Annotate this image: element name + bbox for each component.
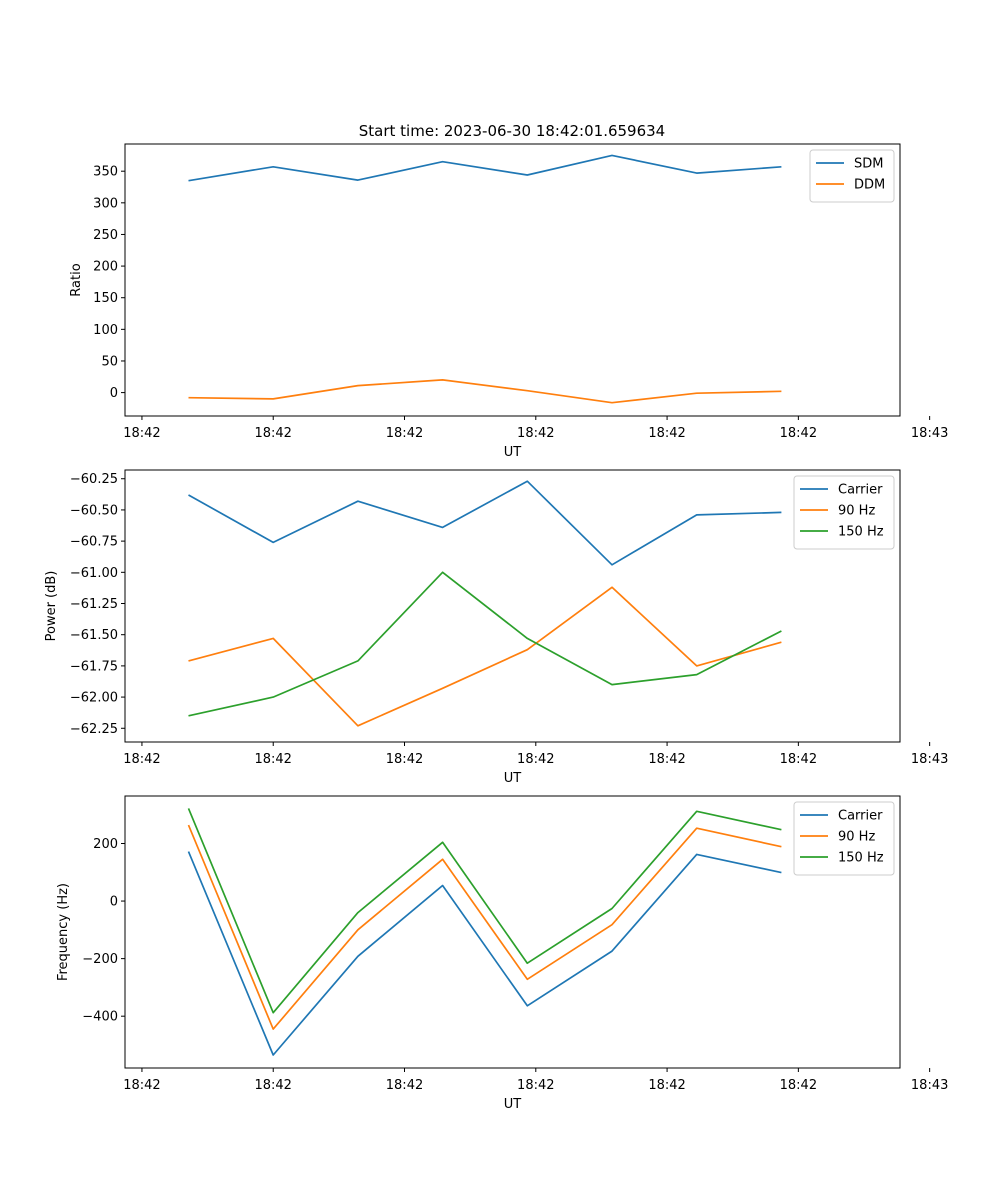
y-tick-label: −60.50: [70, 503, 118, 518]
x-tick-label: 18:42: [123, 1078, 160, 1093]
plot-frame: [124, 469, 901, 743]
y-axis-label: Frequency (Hz): [56, 883, 71, 981]
x-tick-label: 18:42: [386, 1078, 423, 1093]
y-tick-label: 350: [93, 165, 118, 180]
legend-label: 150 Hz: [838, 851, 884, 866]
legend-label: SDM: [854, 157, 883, 172]
x-tick-label: 18:42: [780, 1078, 817, 1093]
series-line-150-hz: [188, 571, 782, 717]
x-tick-label: 18:42: [648, 752, 685, 767]
y-tick-label: −61.00: [70, 566, 118, 581]
y-tick-label: −61.50: [70, 628, 118, 643]
x-tick-label: 18:42: [517, 1078, 554, 1093]
x-tick-label: 18:42: [648, 426, 685, 441]
y-tick-label: −60.75: [70, 535, 118, 550]
y-tick-label: −60.25: [70, 472, 118, 487]
y-tick-label: 0: [110, 895, 118, 910]
y-tick-label: −61.75: [70, 659, 118, 674]
x-tick-label: 18:42: [386, 426, 423, 441]
legend-label: 90 Hz: [838, 504, 875, 519]
legend-label: Carrier: [838, 483, 883, 498]
chart-2: −62.25 −62.00 −61.75 −61.50 −61.25 −61.00 −60.…: [44, 469, 948, 786]
subplots: 0 50 100 150 200 250 300 350 18:42 18:42 18:42 18:4…: [44, 143, 948, 1112]
legend: Carrier 90 Hz 150 Hz: [793, 801, 895, 876]
x-tick-label: 18:42: [254, 426, 291, 441]
series-line-90-hz: [188, 586, 782, 727]
y-tick-label: −200: [82, 952, 118, 967]
legend: Carrier 90 Hz 150 Hz: [793, 475, 895, 550]
x-tick-label: 18:42: [123, 752, 160, 767]
x-axis-label: UT: [504, 1097, 522, 1112]
plot-frame: [124, 143, 901, 417]
x-tick-label: 18:42: [780, 752, 817, 767]
x-tick-label: 18:42: [386, 752, 423, 767]
legend-label: DDM: [854, 178, 885, 193]
series-line-90-hz: [187, 824, 782, 1030]
chart-3: −400 −200 0 200 18:42 18:42 18:42 18:42 18:42 18:…: [56, 795, 948, 1112]
y-tick-label: 150: [93, 291, 118, 306]
x-tick-label: 18:43: [911, 426, 948, 441]
x-axis-label: UT: [504, 445, 522, 460]
x-tick-label: 18:42: [517, 752, 554, 767]
series-line-carrier: [187, 851, 782, 1056]
series-line-ddm: [188, 379, 782, 404]
y-axis-label: Power (dB): [44, 571, 59, 642]
series-line-150-hz: [187, 808, 782, 1014]
y-tick-label: −400: [82, 1010, 118, 1025]
chart-1: 0 50 100 150 200 250 300 350 18:42 18:42 18:42 18:4…: [69, 143, 948, 460]
x-tick-label: 18:42: [780, 426, 817, 441]
x-tick-label: 18:42: [254, 752, 291, 767]
legend-label: 150 Hz: [838, 525, 884, 540]
plot-frame: [124, 795, 901, 1069]
y-tick-label: 300: [93, 196, 118, 211]
series-line-sdm: [188, 154, 782, 182]
x-tick-label: 18:43: [911, 1078, 948, 1093]
y-axis-label: Ratio: [69, 263, 84, 296]
x-tick-label: 18:42: [517, 426, 554, 441]
series-line-carrier: [188, 480, 782, 566]
x-tick-label: 18:42: [123, 426, 160, 441]
x-tick-label: 18:42: [648, 1078, 685, 1093]
y-tick-label: −62.25: [70, 722, 118, 737]
legend-label: Carrier: [838, 809, 883, 824]
x-tick-label: 18:42: [254, 1078, 291, 1093]
y-tick-label: 0: [110, 386, 118, 401]
y-tick-label: 100: [93, 323, 118, 338]
legend-label: 90 Hz: [838, 830, 875, 845]
x-axis-label: UT: [504, 771, 522, 786]
y-tick-label: 200: [93, 837, 118, 852]
y-tick-label: 250: [93, 228, 118, 243]
x-tick-label: 18:43: [911, 752, 948, 767]
figure-title: Start time: 2023-06-30 18:42:01.659634: [359, 122, 665, 140]
legend: SDM DDM: [809, 149, 895, 203]
y-tick-label: −62.00: [70, 691, 118, 706]
y-tick-label: 200: [93, 260, 118, 275]
y-tick-label: 50: [101, 354, 118, 369]
y-tick-label: −61.25: [70, 597, 118, 612]
